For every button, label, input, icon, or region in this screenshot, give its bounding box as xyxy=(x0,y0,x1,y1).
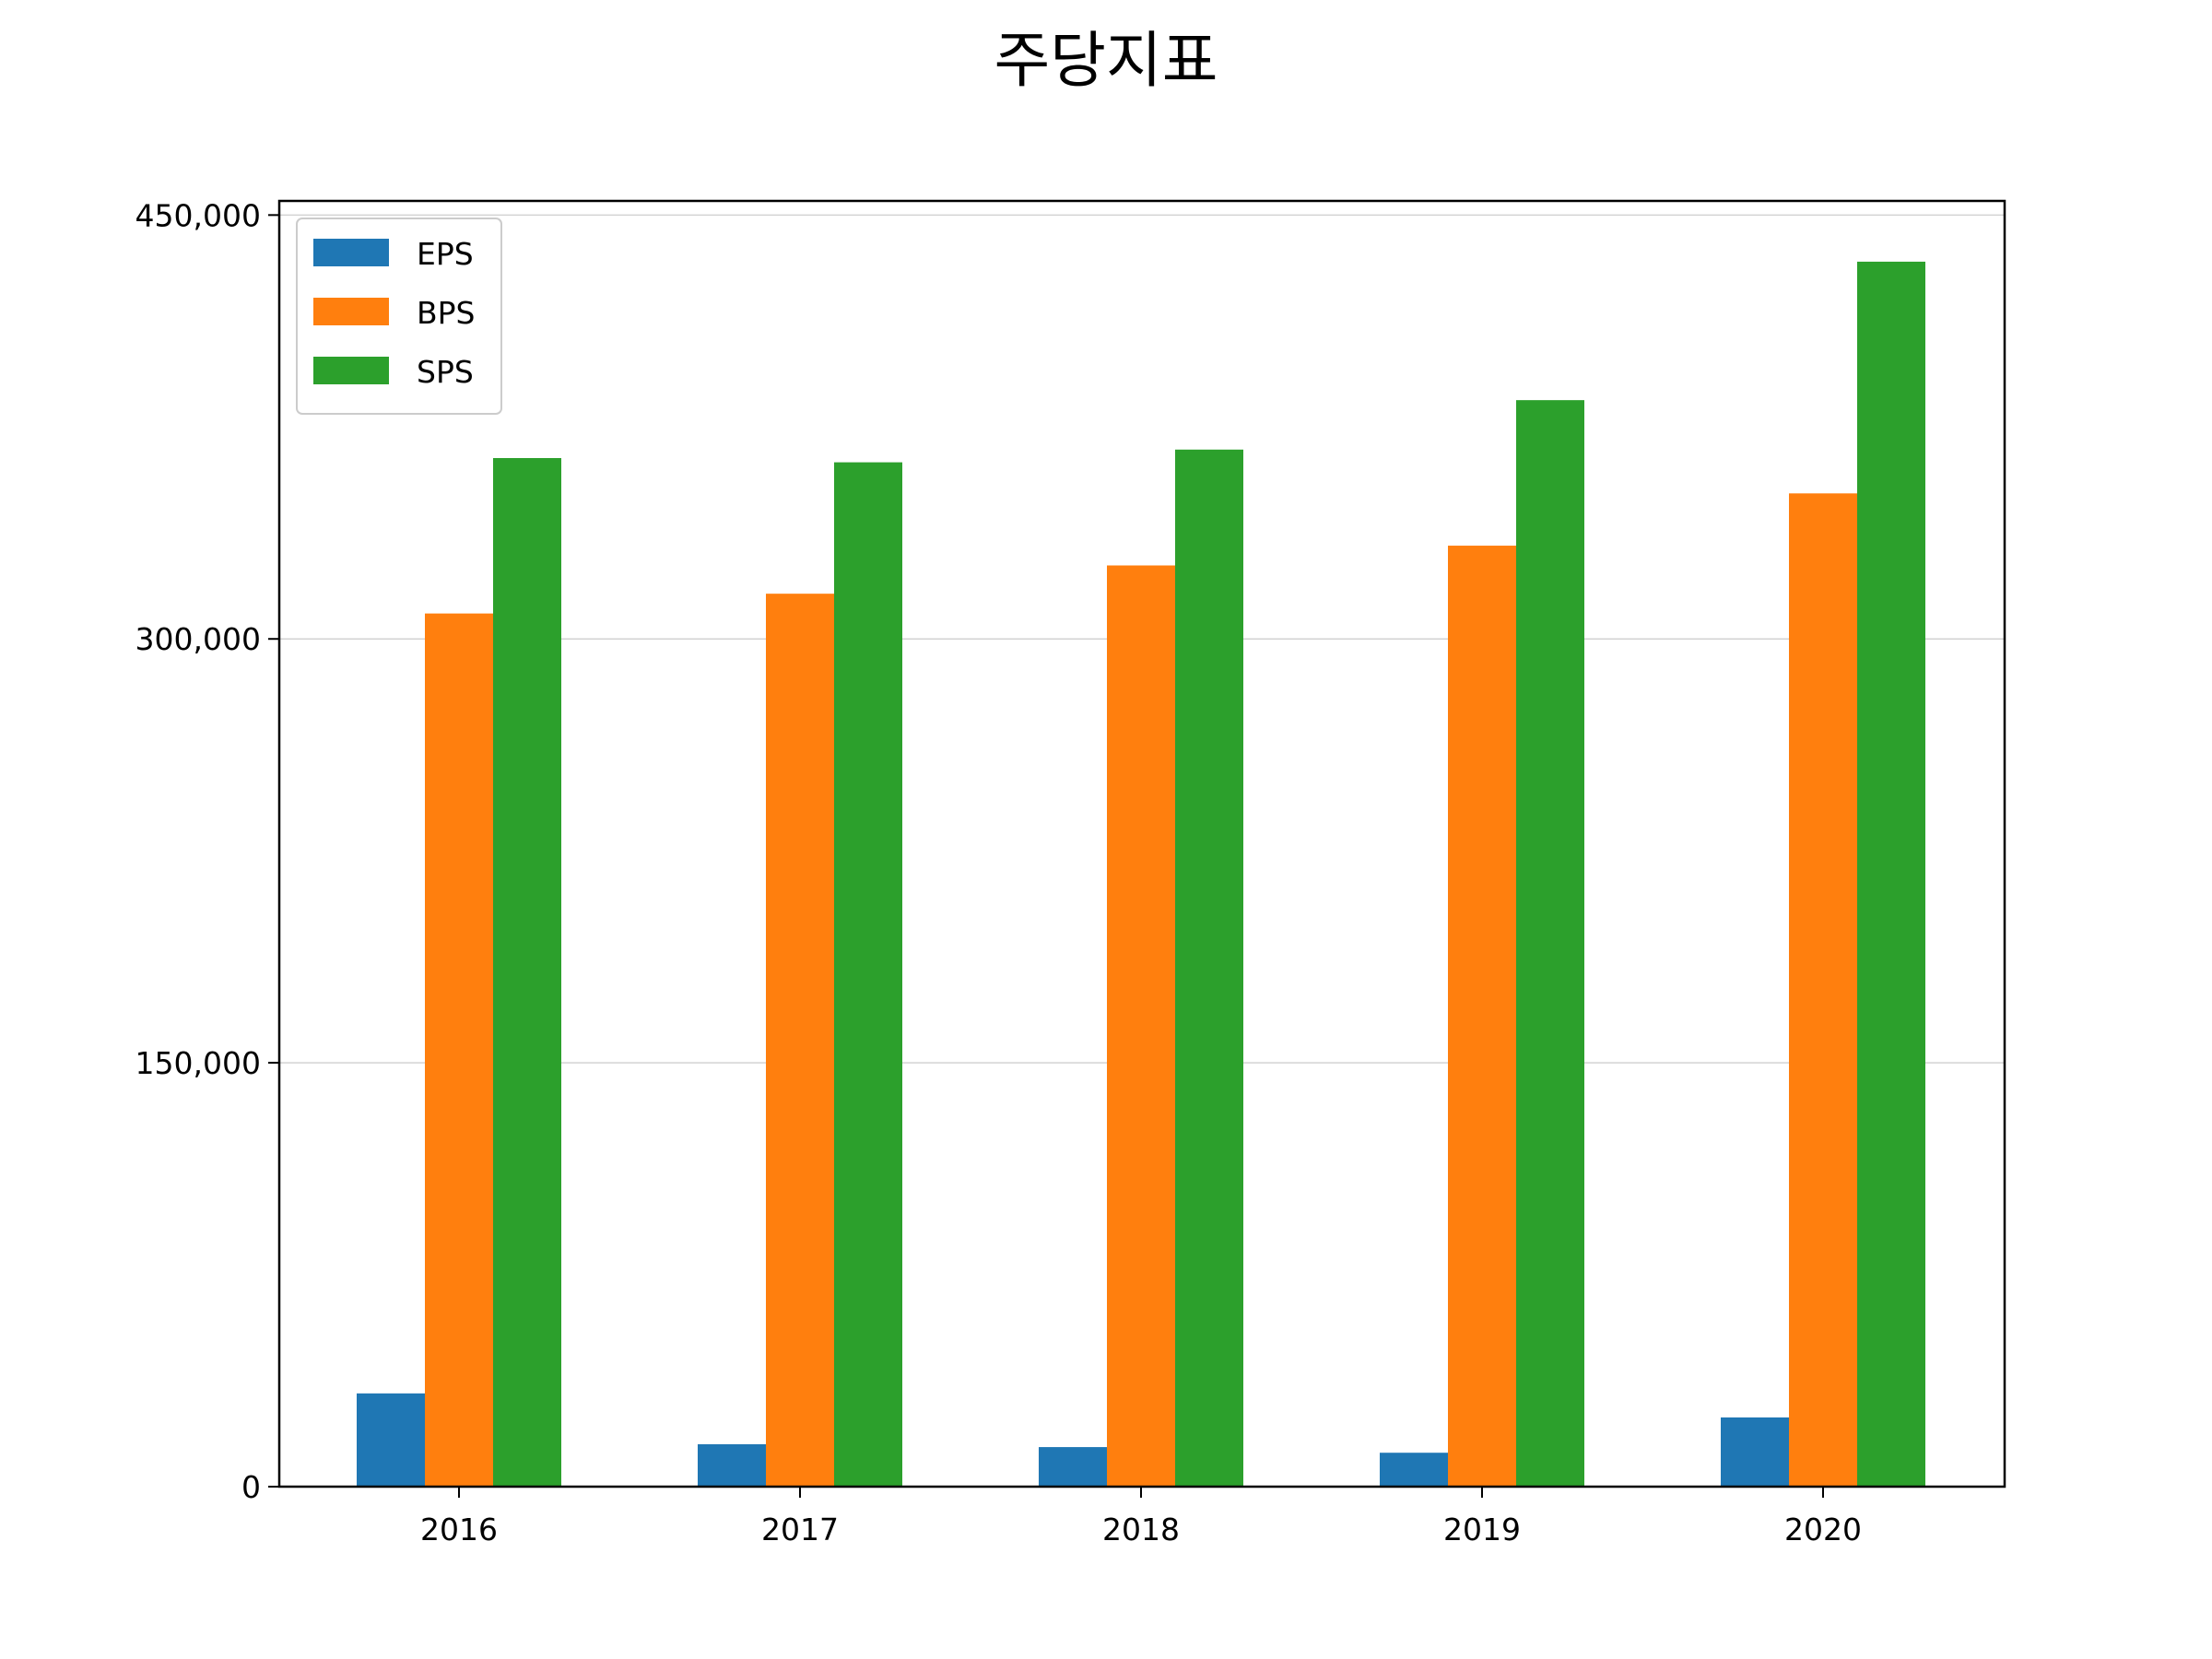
x-axis: 2016 2017 2018 2019 2020 xyxy=(420,1487,1862,1547)
legend-label-sps: SPS xyxy=(417,354,474,390)
bar-eps-2019 xyxy=(1380,1453,1448,1487)
chart-title: 주당지표 xyxy=(994,25,1218,96)
bar-bps-2018 xyxy=(1107,565,1175,1487)
y-tick-label: 150,000 xyxy=(135,1045,261,1081)
bar-eps-2018 xyxy=(1039,1447,1107,1487)
y-tick-label: 450,000 xyxy=(135,197,261,233)
y-tick-label: 300,000 xyxy=(135,621,261,657)
legend-label-bps: BPS xyxy=(417,295,476,331)
x-tick-label: 2020 xyxy=(1784,1512,1862,1547)
bar-sps-2018 xyxy=(1175,449,1243,1487)
bar-eps-2020 xyxy=(1721,1417,1789,1487)
bar-eps-2017 xyxy=(698,1444,766,1487)
x-tick-label: 2018 xyxy=(1102,1512,1180,1547)
bar-bps-2016 xyxy=(425,613,493,1487)
y-tick-label: 0 xyxy=(241,1469,261,1505)
y-axis: 0 150,000 300,000 450,000 xyxy=(135,197,279,1505)
x-tick-label: 2017 xyxy=(761,1512,839,1547)
x-tick-label: 2019 xyxy=(1443,1512,1521,1547)
legend-swatch-bps xyxy=(313,298,389,325)
bar-sps-2017 xyxy=(834,462,902,1488)
bar-eps-2016 xyxy=(357,1393,425,1487)
bar-sps-2020 xyxy=(1857,261,1925,1487)
legend-swatch-eps xyxy=(313,239,389,266)
bar-bps-2017 xyxy=(766,594,834,1487)
x-tick-label: 2016 xyxy=(420,1512,498,1547)
bar-sps-2016 xyxy=(493,458,561,1487)
bars xyxy=(357,261,1925,1488)
bar-bps-2019 xyxy=(1448,546,1516,1487)
bar-bps-2020 xyxy=(1789,493,1857,1487)
bar-sps-2019 xyxy=(1516,400,1584,1488)
legend: EPS BPS SPS xyxy=(296,218,502,415)
legend-swatch-sps xyxy=(313,357,389,384)
legend-label-eps: EPS xyxy=(417,236,474,272)
